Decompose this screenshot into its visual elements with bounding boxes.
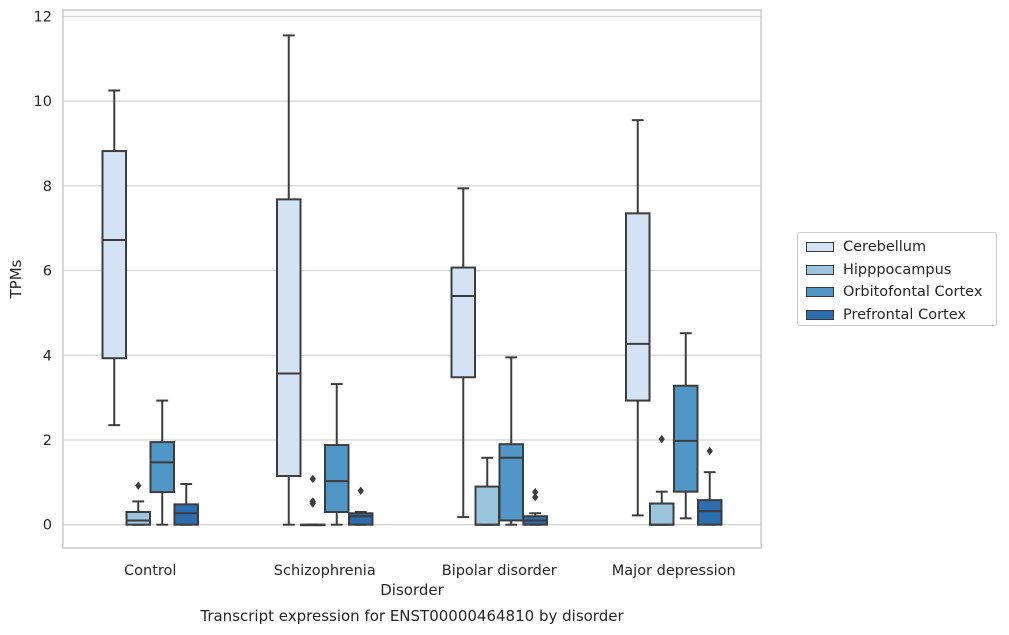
box-iqr: [474, 485, 501, 526]
box-iqr: [672, 384, 699, 493]
outlier-point: [357, 486, 364, 496]
legend: Cerebellum Hipppocampus Orbitofontal Corte…: [797, 232, 997, 326]
box-iqr: [173, 503, 199, 526]
chart-caption: Transcript expression for ENST0000046481…: [200, 607, 624, 625]
box-cerebellum: [625, 119, 651, 517]
x-tick-label: Control: [124, 563, 176, 579]
legend-swatch: [806, 264, 834, 275]
y-tick-label: 4: [43, 348, 52, 364]
box-cerebellum: [101, 89, 128, 427]
box-orbitofontal-cortex: [149, 399, 176, 526]
box-orbitofontal-cortex: [672, 332, 699, 520]
box-iqr: [323, 444, 350, 513]
box-iqr: [450, 266, 477, 379]
legend-label: Prefrontal Cortex: [843, 306, 966, 323]
plot-frame: [62, 9, 762, 549]
legend-label: Hipppocampus: [843, 261, 952, 278]
box-prefrontal-cortex: [522, 487, 548, 526]
outlier-point: [658, 434, 665, 444]
box-cerebellum: [276, 34, 302, 526]
y-tick-label: 8: [43, 179, 52, 195]
x-tick-labels: Control Schizophrenia Bipolar disorder Majo…: [124, 563, 736, 579]
boxes: [101, 34, 723, 527]
box-iqr: [498, 443, 525, 522]
x-tick-label: Major depression: [612, 563, 736, 579]
box-hipppocampus: [299, 474, 326, 527]
outlier-point: [706, 446, 713, 456]
outlier-point: [532, 492, 539, 502]
y-axis-label: TPMs: [7, 259, 25, 299]
y-tick-label: 0: [43, 518, 52, 534]
box-iqr: [125, 510, 152, 526]
y-tick-label: 10: [34, 94, 52, 110]
legend-label: Orbitofontal Cortex: [843, 284, 983, 300]
x-tick-label: Bipolar disorder: [442, 563, 557, 579]
outlier-point: [532, 487, 539, 497]
legend-item: Hipppocampus: [806, 261, 951, 279]
y-tick-label: 12: [34, 9, 52, 25]
y-tick-label: 2: [43, 433, 52, 449]
legend-swatch: [806, 287, 834, 297]
outlier-point: [309, 474, 316, 484]
outlier-point: [135, 481, 142, 490]
box-iqr: [101, 150, 128, 360]
box-hipppocampus: [648, 434, 675, 526]
legend-label: Cerebellum: [843, 239, 927, 255]
box-prefrontal-cortex: [173, 483, 199, 526]
box-iqr: [625, 212, 651, 402]
legend-item: Orbitofontal Cortex: [806, 283, 982, 301]
box-iqr: [696, 499, 723, 526]
box-orbitofontal-cortex: [323, 383, 350, 526]
x-tick-label: Schizophrenia: [274, 563, 376, 579]
legend-item: Prefrontal Cortex: [806, 306, 966, 324]
box-prefrontal-cortex: [696, 446, 723, 526]
y-tick-label: 6: [43, 264, 52, 280]
legend-swatch: [806, 309, 834, 320]
box-cerebellum: [450, 187, 477, 519]
y-tick-labels: 0 2 4 6 8 10 12: [34, 9, 52, 533]
box-hipppocampus: [474, 456, 501, 526]
box-orbitofontal-cortex: [498, 356, 525, 526]
box-iqr: [276, 198, 302, 477]
outlier-point: [309, 497, 316, 506]
box-prefrontal-cortex: [347, 486, 374, 526]
box-hipppocampus: [125, 481, 152, 526]
box-iqr: [347, 512, 374, 526]
x-axis-label: Disorder: [380, 581, 444, 599]
box-iqr: [149, 441, 176, 494]
box-iqr: [648, 502, 675, 526]
legend-item: Cerebellum: [806, 238, 926, 256]
legend-swatch: [806, 242, 834, 252]
grid-lines: [63, 15, 761, 526]
